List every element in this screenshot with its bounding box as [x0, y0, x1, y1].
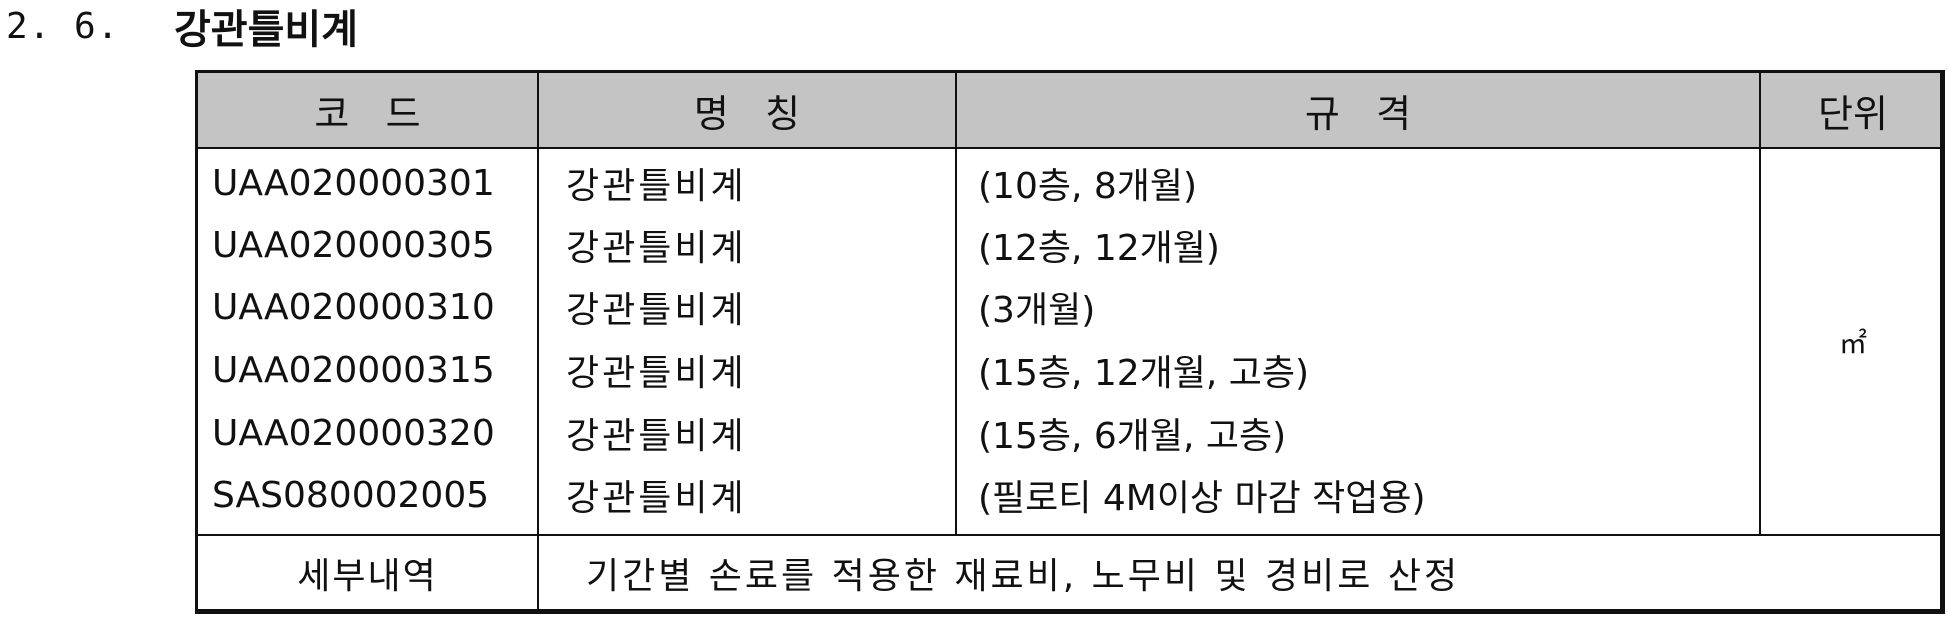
table-row: UAA020000301 강관틀비계 (10층, 8개월) — [198, 151, 1940, 215]
row-spec: (10층, 8개월) — [978, 166, 1198, 207]
row-name: 강관틀비계 — [566, 353, 747, 394]
table-header — [198, 73, 1940, 149]
table-row: UAA020000320 강관틀비계 (15층, 6개월, 고층) — [198, 401, 1940, 465]
row-code: UAA020000305 — [212, 224, 495, 266]
row-spec: (필로티 4M이상 마감 작업용) — [978, 478, 1426, 519]
table-row: UAA020000315 강관틀비계 (15층, 12개월, 고층) — [198, 338, 1940, 402]
row-spec: (3개월) — [978, 290, 1096, 331]
footer-divider — [198, 534, 1940, 536]
row-code: UAA020000320 — [212, 412, 495, 454]
row-spec: (15층, 12개월, 고층) — [978, 353, 1310, 394]
spec-table: 코 드 명 칭 규 격 단위 UAA020000301 강관틀비계 (10층, … — [195, 70, 1945, 614]
row-name: 강관틀비계 — [566, 290, 747, 331]
row-name: 강관틀비계 — [566, 228, 747, 269]
section-heading: 2. 6. 강관틀비계 — [6, 4, 358, 54]
row-name: 강관틀비계 — [566, 166, 747, 207]
table-row: UAA020000310 강관틀비계 (3개월) — [198, 275, 1940, 339]
header-spec: 규 격 — [1304, 91, 1412, 136]
footer-text: 기간별 손료를 적용한 재료비, 노무비 및 경비로 산정 — [586, 555, 1461, 597]
table-footer: 세부내역 기간별 손료를 적용한 재료비, 노무비 및 경비로 산정 — [198, 536, 1940, 609]
header-name: 명 칭 — [693, 91, 801, 136]
row-name: 강관틀비계 — [566, 478, 747, 519]
table-row: SAS080002005 강관틀비계 (필로티 4M이상 마감 작업용) — [198, 463, 1940, 527]
row-name: 강관틀비계 — [566, 416, 747, 457]
column-divider — [1759, 73, 1761, 534]
row-spec: (12층, 12개월) — [978, 228, 1220, 269]
header-code: 코 드 — [314, 91, 421, 136]
row-code: SAS080002005 — [212, 474, 490, 516]
column-divider — [955, 73, 957, 534]
table-row: UAA020000305 강관틀비계 (12층, 12개월) — [198, 213, 1940, 277]
row-code: UAA020000310 — [212, 286, 495, 328]
row-code: UAA020000301 — [212, 162, 495, 204]
column-divider — [537, 73, 539, 609]
footer-label: 세부내역 — [297, 555, 438, 597]
unit-cell: ㎡ — [1838, 326, 1867, 360]
row-spec: (15층, 6개월, 고층) — [978, 416, 1287, 457]
section-title: 강관틀비계 — [174, 6, 358, 53]
header-unit: 단위 — [1818, 91, 1888, 136]
row-code: UAA020000315 — [212, 349, 495, 391]
section-number: 2. 6. — [6, 5, 120, 47]
table-body: UAA020000301 강관틀비계 (10층, 8개월) UAA0200003… — [198, 149, 1940, 534]
